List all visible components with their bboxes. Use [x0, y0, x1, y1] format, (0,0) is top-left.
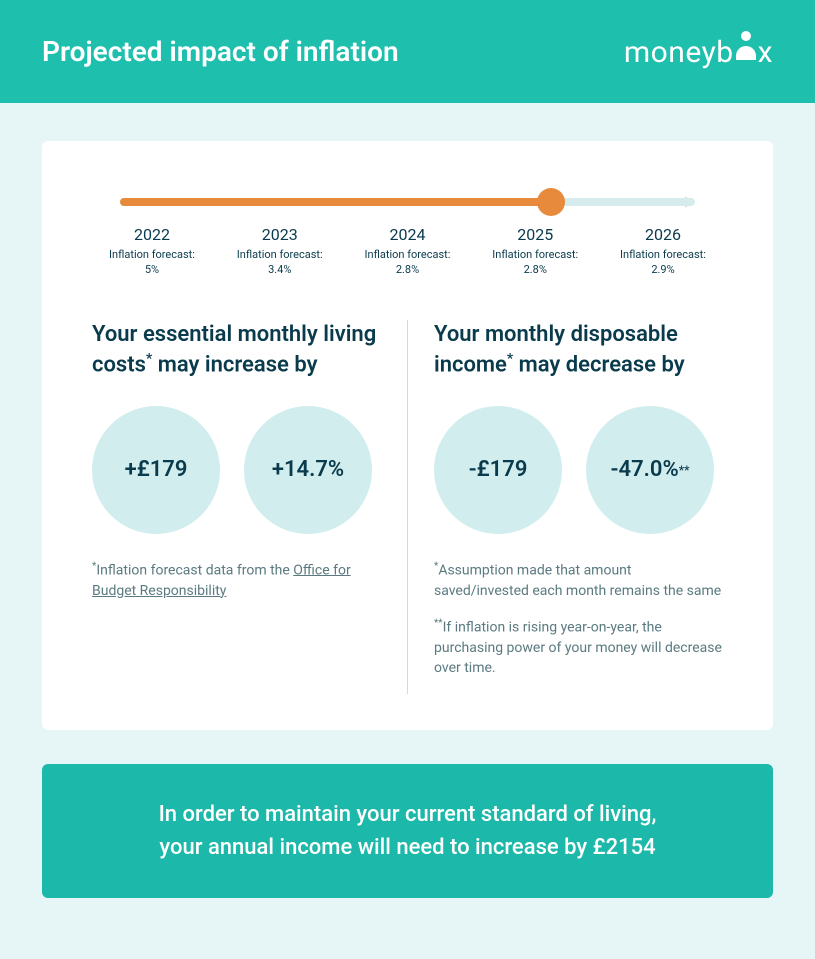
- timeline-years-row: 2022 Inflation forecast: 5% 2023 Inflati…: [102, 225, 713, 278]
- year-sub: Inflation forecast: 2.8%: [358, 248, 458, 278]
- year-label: 2024: [358, 225, 458, 244]
- logo-text-after: x: [758, 35, 773, 70]
- brand-logo: moneyb x: [624, 34, 773, 70]
- panel-disposable-income: Your monthly disposable income* may decr…: [407, 320, 723, 695]
- timeline-year[interactable]: 2023 Inflation forecast: 3.4%: [230, 225, 330, 278]
- page-title: Projected impact of inflation: [42, 35, 399, 68]
- header-bar: Projected impact of inflation moneyb x: [0, 0, 815, 103]
- timeline-year[interactable]: 2025 Inflation forecast: 2.8%: [485, 225, 585, 278]
- year-sub: Inflation forecast: 2.9%: [613, 248, 713, 278]
- bubble-row: -£179 -47.0%**: [434, 406, 723, 534]
- year-label: 2026: [613, 225, 713, 244]
- timeline-track[interactable]: [120, 189, 695, 215]
- panels-row: Your essential monthly living costs* may…: [92, 320, 723, 695]
- year-label: 2025: [485, 225, 585, 244]
- bubble-row: +£179 +14.7%: [92, 406, 381, 534]
- timeline-year[interactable]: 2022 Inflation forecast: 5%: [102, 225, 202, 278]
- logo-text-before: moneyb: [624, 35, 734, 70]
- year-label: 2023: [230, 225, 330, 244]
- timeline-track-fill: [120, 198, 551, 206]
- year-sub: Inflation forecast: 3.4%: [230, 248, 330, 278]
- timeline-year[interactable]: 2024 Inflation forecast: 2.8%: [358, 225, 458, 278]
- callout-text: In order to maintain your current standa…: [82, 798, 733, 864]
- footnote: *Inflation forecast data from the Office…: [92, 560, 381, 601]
- timeline: 2022 Inflation forecast: 5% 2023 Inflati…: [92, 189, 723, 284]
- panel-living-costs: Your essential monthly living costs* may…: [92, 320, 407, 695]
- footnote: *Assumption made that amount saved/inves…: [434, 560, 723, 601]
- panel-heading: Your monthly disposable income* may decr…: [434, 320, 723, 382]
- footnote: **If inflation is rising year-on-year, t…: [434, 617, 723, 679]
- bubble-income-decrease-percent: -47.0%**: [586, 406, 714, 534]
- main-card: 2022 Inflation forecast: 5% 2023 Inflati…: [42, 141, 773, 730]
- bubble-cost-increase-percent: +14.7%: [244, 406, 372, 534]
- bubble-income-decrease-amount: -£179: [434, 406, 562, 534]
- year-label: 2022: [102, 225, 202, 244]
- year-sub: Inflation forecast: 5%: [102, 248, 202, 278]
- year-sub: Inflation forecast: 2.8%: [485, 248, 585, 278]
- panel-heading: Your essential monthly living costs* may…: [92, 320, 381, 382]
- callout-banner: In order to maintain your current standa…: [42, 764, 773, 898]
- logo-person-icon: [736, 34, 756, 62]
- timeline-knob[interactable]: [537, 188, 565, 216]
- timeline-year[interactable]: 2026 Inflation forecast: 2.9%: [613, 225, 713, 278]
- bubble-cost-increase-amount: +£179: [92, 406, 220, 534]
